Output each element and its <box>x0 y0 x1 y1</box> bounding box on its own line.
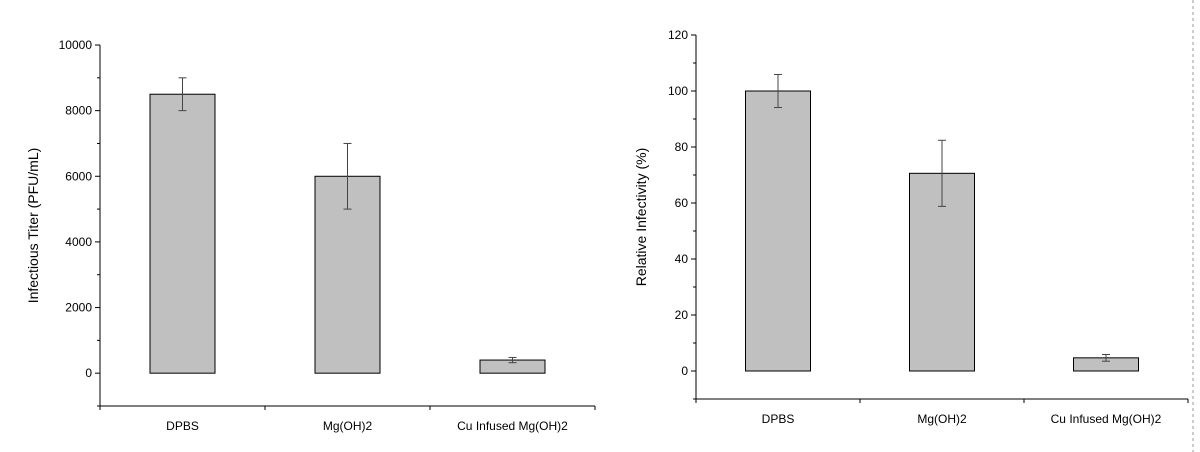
y-axis-title: Infectious Titer (PFU/mL) <box>25 148 41 304</box>
y-tick-label: 2000 <box>65 301 92 315</box>
y-tick-label: 100 <box>668 84 688 98</box>
y-axis-title: Relative Infectivity (%) <box>633 148 649 286</box>
y-tick-label: 8000 <box>65 104 92 118</box>
y-tick-label: 40 <box>675 252 689 266</box>
chart-relative-infectivity: 0 20 40 60 80 100 120 DPBS Mg(OH)2 Cu Infused Mg(… <box>633 28 1189 426</box>
y-tick-label: 0 <box>681 364 688 378</box>
y-tick-label: 60 <box>675 196 689 210</box>
category-label: DPBS <box>762 412 795 426</box>
chart-infectious-titer: 0 2000 4000 6000 8000 10000 DPBS Mg(OH)2 Cu Infu… <box>25 38 596 433</box>
y-tick-label: 6000 <box>65 169 92 183</box>
category-label: DPBS <box>166 419 199 433</box>
y-tick-label: 120 <box>668 28 688 42</box>
category-label: Cu Infused Mg(OH)2 <box>457 419 568 433</box>
y-tick-label: 10000 <box>59 38 93 52</box>
y-tick-label: 80 <box>675 140 689 154</box>
category-label: Mg(OH)2 <box>323 419 373 433</box>
bar <box>745 90 811 372</box>
bar <box>149 93 216 374</box>
y-tick-label: 4000 <box>65 235 92 249</box>
category-label: Cu Infused Mg(OH)2 <box>1051 412 1162 426</box>
y-tick-label: 20 <box>675 308 689 322</box>
category-label: Mg(OH)2 <box>917 412 967 426</box>
y-tick-label: 0 <box>85 366 92 380</box>
